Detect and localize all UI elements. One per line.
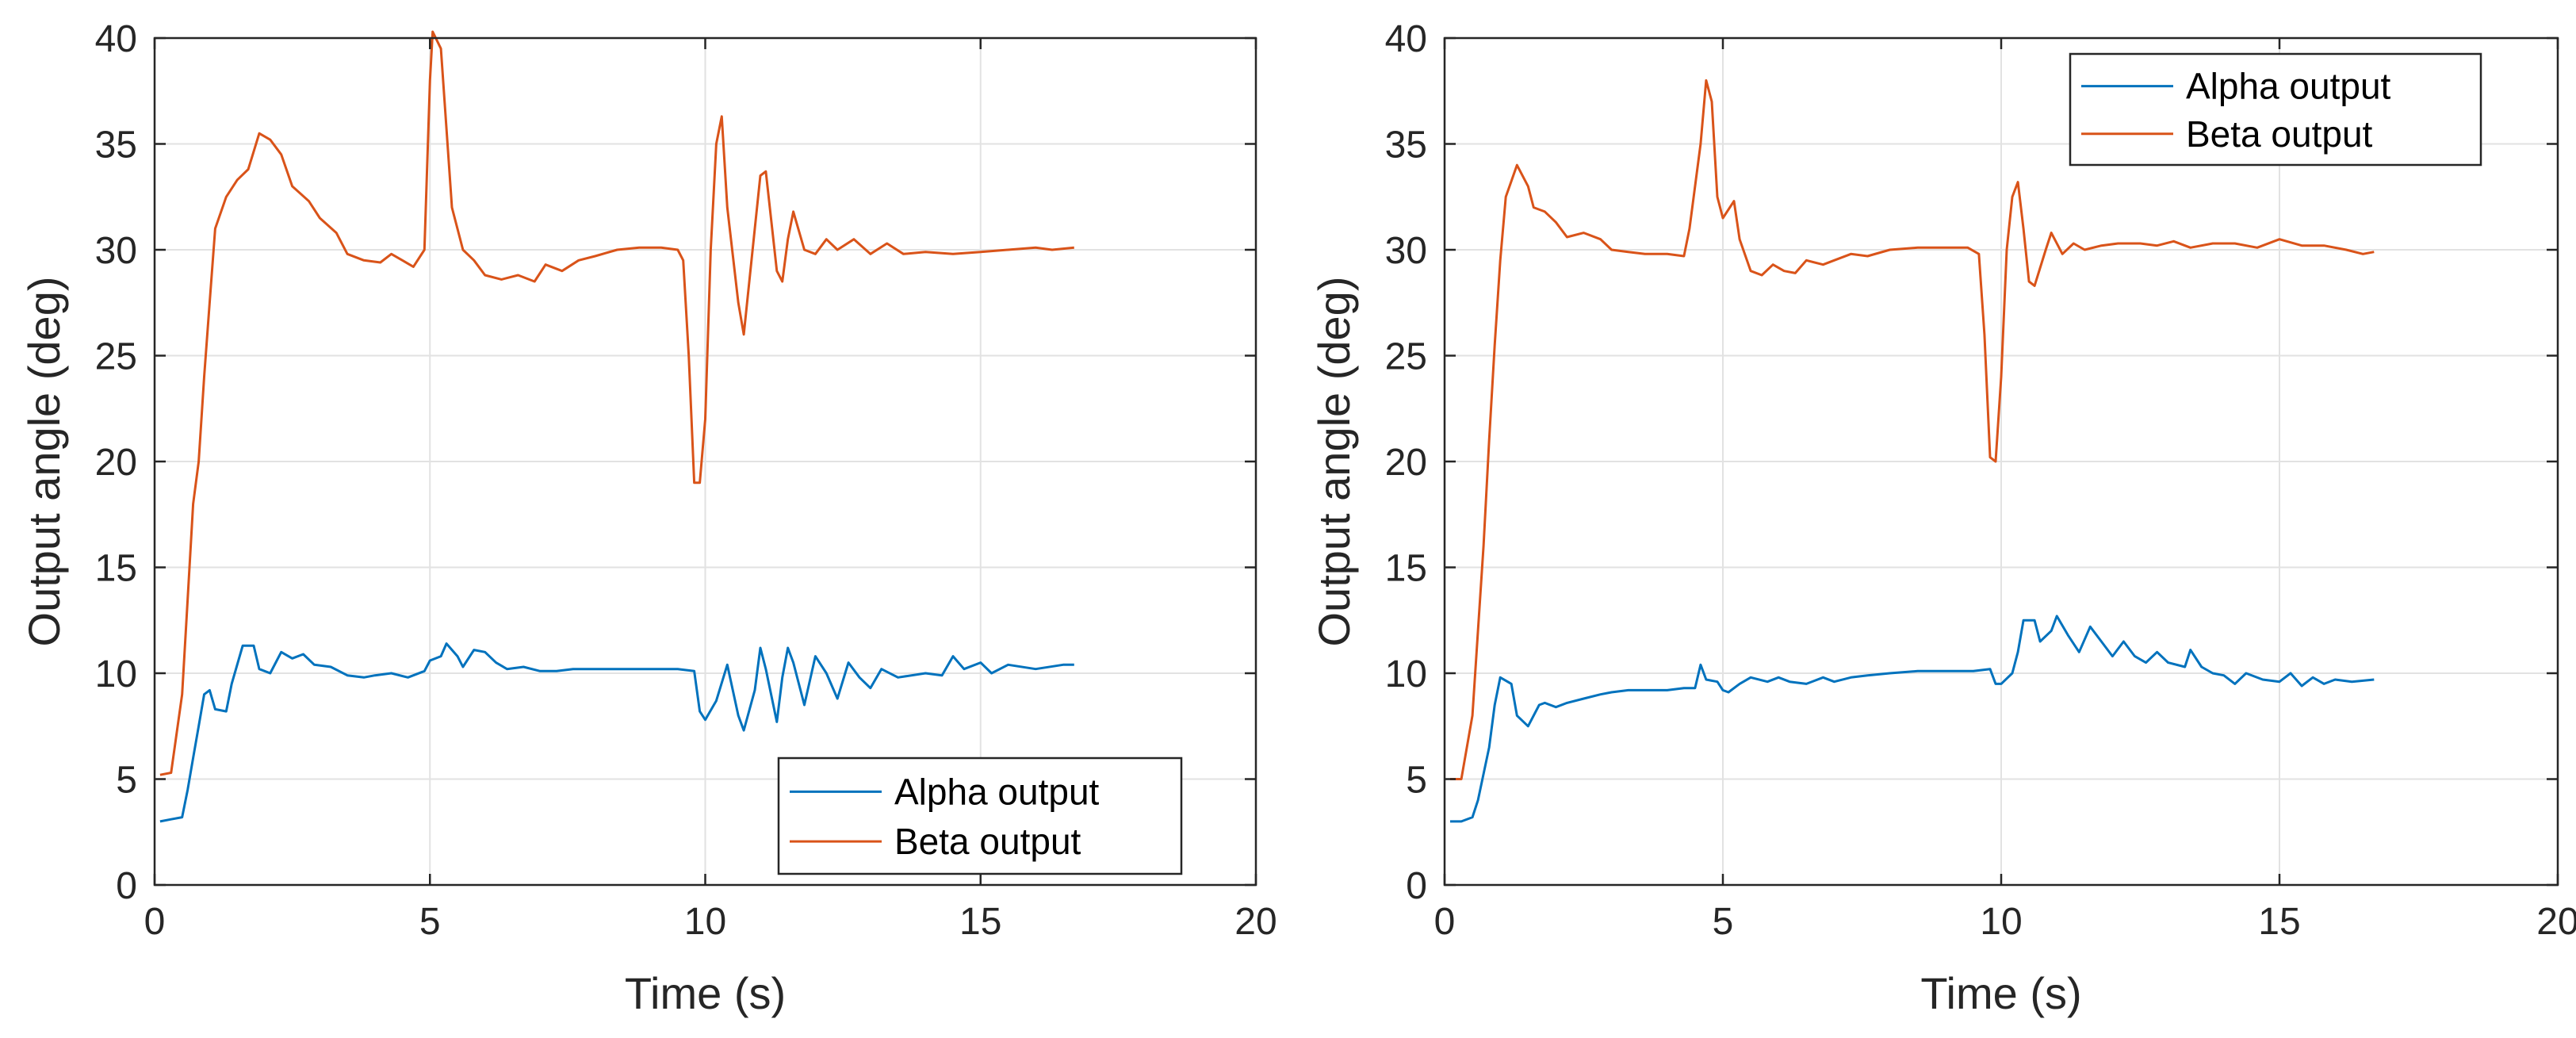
y-tick-label: 30 <box>1385 230 1427 272</box>
y-tick-label: 20 <box>1385 442 1427 484</box>
y-tick-label: 25 <box>1385 336 1427 378</box>
y-tick-label: 15 <box>1385 548 1427 590</box>
y-tick-label: 10 <box>95 653 137 695</box>
x-tick-label: 15 <box>2258 901 2300 943</box>
y-tick-label: 35 <box>1385 124 1427 167</box>
x-tick-label: 5 <box>1713 901 1734 943</box>
legend-box <box>777 756 1183 875</box>
y-tick-label: 5 <box>116 760 137 802</box>
y-tick-label: 20 <box>95 442 137 484</box>
series-line-alpha-output <box>1450 615 2375 823</box>
y-tick-label: 15 <box>95 548 137 590</box>
y-tick-label: 40 <box>95 18 137 60</box>
y-tick-label: 30 <box>95 230 137 272</box>
chart-panel-2: 0 5 10 15 20 0 5 10 15 20 25 30 35 40 Time (s) Output a… <box>1309 18 2576 1018</box>
y-tick-label: 0 <box>1406 865 1427 907</box>
y-tick-label: 25 <box>95 336 137 378</box>
series-line-beta-output <box>159 30 1074 776</box>
legend: Alpha output Beta output <box>777 756 1183 875</box>
x-tick-label: 10 <box>684 901 726 943</box>
x-axis-label: Time (s) <box>625 968 786 1018</box>
x-tick-label: 20 <box>1234 901 1277 943</box>
legend-label-alpha-output: Alpha output <box>894 771 1100 812</box>
legend-label-beta-output: Beta output <box>894 821 1081 862</box>
x-axis-label: Time (s) <box>1920 968 2081 1018</box>
series-line-beta-output <box>1450 79 2375 780</box>
legend-label-beta-output: Beta output <box>2186 113 2373 155</box>
y-axis-label: Output angle (deg) <box>19 277 69 647</box>
y-tick-label: 0 <box>116 865 137 907</box>
legend-box <box>2069 52 2482 167</box>
x-tick-label: 20 <box>2536 901 2576 943</box>
series-line-alpha-output <box>159 642 1074 823</box>
x-tick-label: 0 <box>144 901 166 943</box>
y-tick-label: 10 <box>1385 653 1427 695</box>
x-tick-label: 5 <box>419 901 441 943</box>
chart-panel-1: 0 5 10 15 20 0 5 10 15 20 25 30 35 40 Time (s) Output a… <box>19 18 1277 1018</box>
legend: Alpha output Beta output <box>2069 52 2482 167</box>
x-tick-label: 15 <box>959 901 1001 943</box>
x-tick-label: 10 <box>1980 901 2022 943</box>
y-tick-label: 5 <box>1406 760 1427 802</box>
y-tick-label: 35 <box>95 124 137 167</box>
x-tick-label: 0 <box>1434 901 1456 943</box>
y-tick-label: 40 <box>1385 18 1427 60</box>
y-axis-label: Output angle (deg) <box>1309 277 1359 647</box>
legend-label-alpha-output: Alpha output <box>2186 66 2391 107</box>
